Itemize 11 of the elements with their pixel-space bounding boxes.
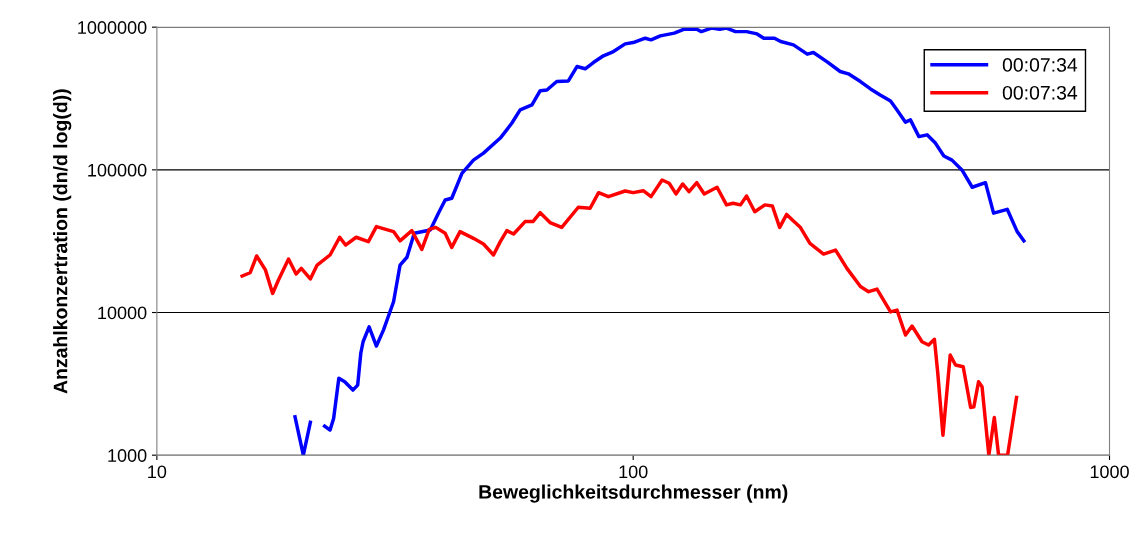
x-tick-label: 1000 bbox=[1090, 465, 1129, 479]
x-tick-label: 100 bbox=[619, 465, 648, 479]
x-axis-title: Beweglichkeitsdurchmesser (nm) bbox=[479, 484, 788, 503]
y-tick-label: 10000 bbox=[98, 306, 147, 320]
y-tick-label: 100000 bbox=[88, 163, 147, 177]
y-axis-title: Anzahlkonzertration (dn/d log(d)) bbox=[53, 89, 72, 394]
y-tick-label: 1000000 bbox=[78, 21, 147, 34]
legend-label: 00:07:34 bbox=[1002, 58, 1078, 72]
y-tick-label: 1000 bbox=[108, 449, 147, 462]
legend-label: 00:07:34 bbox=[1002, 85, 1078, 100]
x-tick-label: 10 bbox=[148, 465, 167, 479]
